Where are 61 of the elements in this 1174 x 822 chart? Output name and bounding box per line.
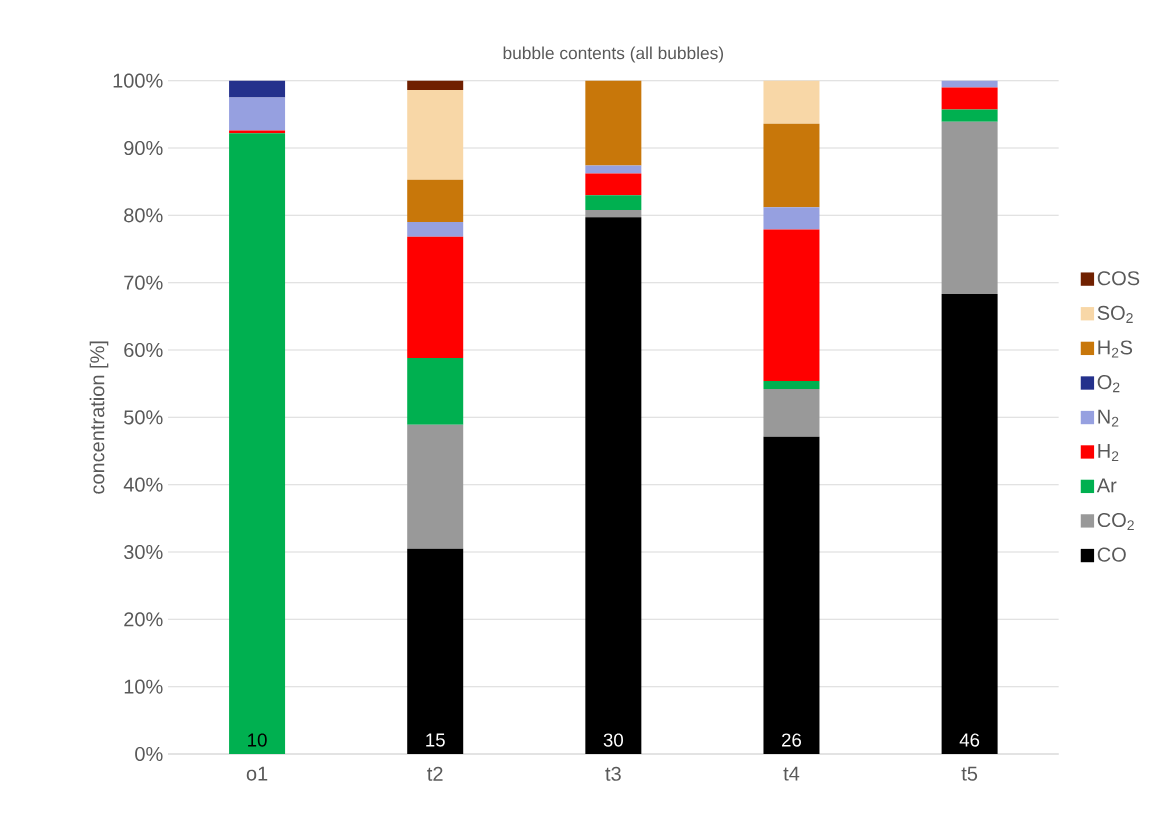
x-tick-label: t2 — [427, 766, 443, 781]
y-tick-label: 60% — [124, 342, 163, 358]
x-tick-label: t5 — [961, 766, 978, 781]
bar — [585, 173, 642, 196]
y-tick-label: 90% — [124, 140, 163, 156]
bar — [229, 133, 286, 754]
y-tick-label: 30% — [124, 544, 163, 560]
bar — [229, 130, 286, 134]
annotation: 46 — [959, 733, 980, 747]
y-tick-label: 20% — [124, 612, 163, 627]
legend-label: Ar — [1096, 478, 1117, 493]
bar — [941, 109, 998, 122]
bar — [407, 222, 464, 237]
bar — [407, 236, 464, 359]
bar — [763, 436, 820, 754]
y-tick-label: 50% — [124, 410, 163, 425]
bar — [407, 358, 464, 425]
x-tick-label: o1 — [246, 766, 268, 781]
y-tick-label: 10% — [124, 679, 163, 694]
bar — [585, 165, 642, 174]
legend-label: CO$_{2}$ — [1097, 512, 1134, 531]
legend-label: CO — [1097, 547, 1126, 562]
annotation: 10 — [248, 733, 267, 747]
legend-label: H$_{2}$ — [1098, 444, 1119, 462]
bar — [941, 87, 998, 110]
bar — [229, 80, 286, 98]
bar — [763, 229, 820, 381]
bar — [763, 389, 820, 437]
annotation: 30 — [603, 733, 623, 747]
bar — [585, 217, 642, 754]
bar — [229, 97, 286, 131]
legend-label: COS — [1097, 271, 1140, 286]
bar — [585, 80, 642, 166]
bar — [941, 294, 998, 754]
y-tick-label: 40% — [123, 477, 163, 492]
bar — [763, 207, 820, 230]
legend-label: O$_{2}$ — [1097, 375, 1120, 393]
y-tick-label: 80% — [124, 208, 163, 223]
bar — [407, 90, 464, 180]
annotation: 15 — [426, 733, 445, 747]
y-tick-label: 70% — [124, 275, 163, 290]
x-tick-label: t4 — [783, 766, 800, 781]
legend-label: N$_{2}$ — [1098, 409, 1119, 427]
bar — [585, 195, 642, 210]
bar — [941, 121, 998, 295]
bar — [407, 80, 464, 91]
y-tick-label: 0% — [135, 746, 163, 762]
legend-label: H$_{2}$S — [1098, 340, 1133, 358]
bar — [585, 209, 642, 218]
y-tick-label: 100% — [113, 73, 163, 88]
bar — [407, 424, 464, 549]
bar — [763, 380, 820, 390]
bar — [407, 548, 464, 754]
bar — [763, 123, 820, 208]
bar — [763, 80, 820, 124]
y-axis-title: concentration [%] — [89, 341, 109, 494]
bar — [407, 179, 464, 223]
chart-title: bubble contents (all bubbles) — [503, 46, 724, 63]
legend-label: SO$_{2}$ — [1097, 305, 1133, 323]
x-tick-label: t3 — [605, 766, 621, 781]
annotation: 26 — [782, 733, 802, 747]
